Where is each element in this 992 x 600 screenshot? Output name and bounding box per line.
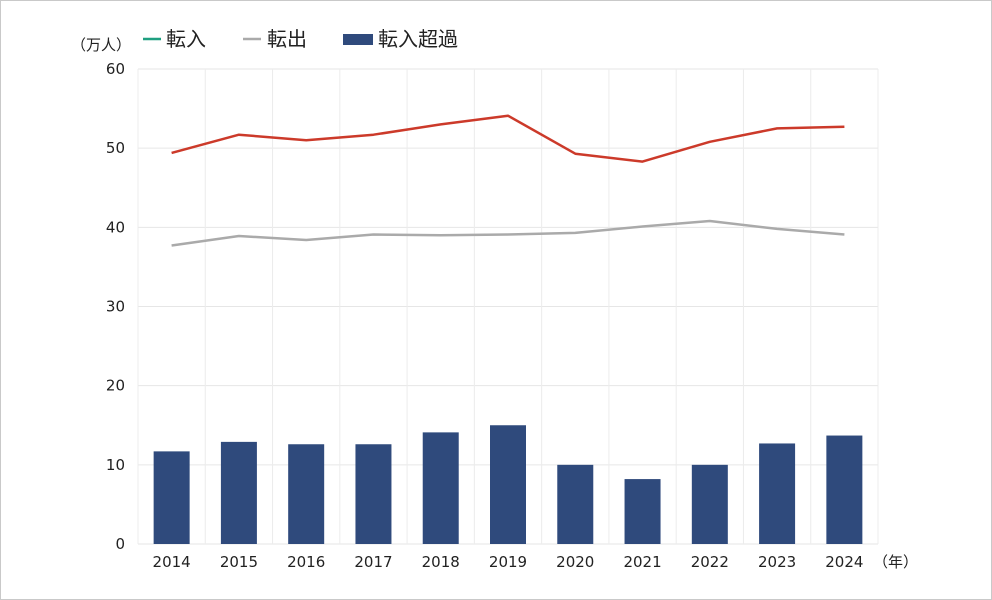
y-tick-label: 0 bbox=[115, 535, 125, 553]
y-axis: 0 10 20 30 40 50 60 bbox=[106, 60, 125, 553]
bar bbox=[624, 479, 661, 544]
legend-swatch-net-inflow bbox=[343, 34, 373, 45]
bar bbox=[691, 464, 728, 544]
bar bbox=[422, 432, 459, 544]
legend-label-net-inflow: 転入超過 bbox=[378, 27, 458, 51]
y-tick-label: 30 bbox=[106, 298, 125, 316]
y-tick-label: 10 bbox=[106, 456, 125, 474]
bar bbox=[826, 435, 863, 544]
x-tick-label: 2021 bbox=[623, 553, 661, 571]
series-line bbox=[171, 219, 845, 247]
bar bbox=[288, 444, 325, 544]
x-tick-label: 2022 bbox=[691, 553, 729, 571]
y-tick-label: 40 bbox=[106, 218, 125, 236]
bar bbox=[557, 464, 594, 544]
bar bbox=[759, 443, 796, 544]
x-tick-label: 2024 bbox=[825, 553, 863, 571]
legend-label-transfer-out: 転出 bbox=[267, 27, 307, 51]
bar bbox=[490, 425, 526, 544]
legend: 転入 転出 転入超過 bbox=[143, 27, 458, 51]
x-tick-label: 2019 bbox=[489, 553, 527, 571]
series-line bbox=[171, 114, 845, 163]
legend-label-transfer-in: 転入 bbox=[166, 27, 206, 51]
x-tick-label: 2016 bbox=[287, 553, 325, 571]
bar bbox=[220, 441, 257, 544]
x-tick-label: 2014 bbox=[153, 553, 191, 571]
y-tick-label: 20 bbox=[106, 377, 125, 395]
bar bbox=[153, 451, 190, 544]
x-tick-label: 2023 bbox=[758, 553, 796, 571]
x-axis: 2014 2015 2016 2017 2018 2019 2020 2021 2022 2023… bbox=[153, 553, 864, 571]
grid bbox=[137, 68, 879, 545]
x-unit-label: （年） bbox=[873, 553, 918, 571]
x-tick-label: 2020 bbox=[556, 553, 594, 571]
y-tick-label: 50 bbox=[106, 139, 125, 157]
x-tick-label: 2015 bbox=[220, 553, 258, 571]
bars bbox=[153, 425, 863, 544]
x-tick-label: 2017 bbox=[354, 553, 392, 571]
y-tick-label: 60 bbox=[106, 60, 125, 78]
bar bbox=[355, 444, 392, 544]
x-tick-label: 2018 bbox=[422, 553, 460, 571]
lines bbox=[171, 114, 845, 247]
y-unit-label: （万人） bbox=[71, 36, 131, 54]
